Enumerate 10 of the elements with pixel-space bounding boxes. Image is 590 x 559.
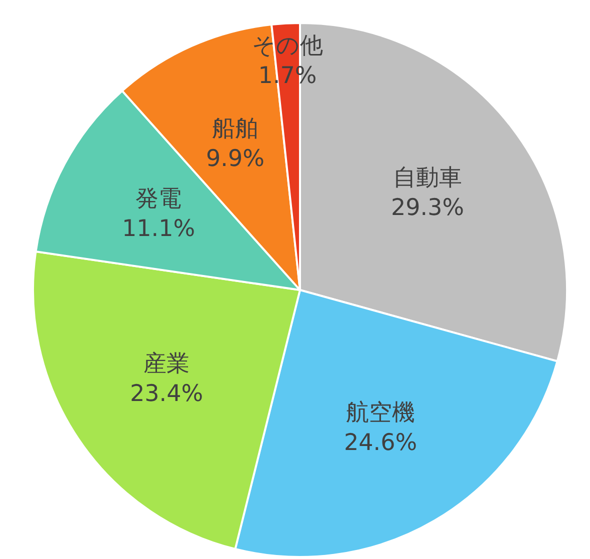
slice-label: 航空機 [346,400,416,426]
data-label: 9.9% [206,146,264,172]
slice-label: 発電 [136,186,182,212]
data-label: 24.6% [344,430,418,456]
slice-label: 船舶 [212,116,258,142]
slice-label: 自動車 [393,165,462,191]
data-label: 23.4% [130,380,204,407]
data-label: 11.1% [122,216,196,242]
slice-label: 産業 [144,351,190,377]
data-label: 29.3% [391,194,464,221]
